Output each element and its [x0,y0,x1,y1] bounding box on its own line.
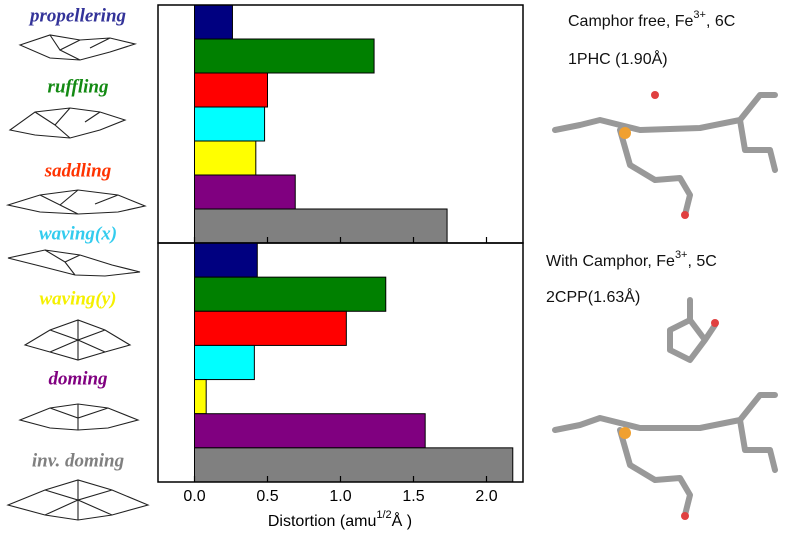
annotation: 1PHC (1.90Å) [568,49,668,68]
bar [194,38,375,74]
bar [194,140,257,176]
bar [194,310,347,346]
bar [194,106,266,142]
mode-label: doming [48,368,107,389]
atom [681,211,689,219]
text-part: 2CPP(1.63Å) [546,287,640,306]
sketch [6,479,150,521]
atom [681,512,689,520]
mode-label: saddling [44,160,112,181]
annotation: With Camphor, Fe3+, 5C [546,249,717,270]
bond [667,297,718,363]
bar [194,4,233,40]
x-tick-label: 0.5 [256,488,278,505]
mode-label: inv. doming [32,450,124,471]
text-part: Å ) [392,511,412,530]
annotation: Distortion (amu1/2Å ) [268,509,412,530]
mode-label: waving(x) [39,223,117,244]
molecule-bottom [552,297,778,520]
mode-label: waving(y) [39,288,116,309]
bar [194,447,514,483]
molecule-top [552,91,778,219]
atom [619,127,631,139]
atom [651,91,659,99]
bond [617,427,693,518]
porphyrin-sketches [5,34,150,521]
x-tick-label: 2.0 [475,488,497,505]
sketch [8,107,127,139]
text-part: Distortion (amu [268,513,376,530]
annotation: Camphor free, Fe3+, 6C [568,9,735,30]
superscript: 1/2 [376,509,391,521]
bar [194,276,387,312]
text-part: , 6C [706,13,735,30]
sketch [23,319,132,361]
atom [619,427,631,439]
bar [194,344,255,381]
bond [552,92,778,173]
text-part: With Camphor, Fe [546,253,675,270]
plot-frame [157,242,524,483]
bar [194,208,448,244]
annotation: 2CPP(1.63Å) [546,287,640,306]
sketch [18,34,138,61]
mode-label: ruffling [48,76,109,97]
text-part: , 5C [687,253,716,270]
superscript: 3+ [693,9,706,21]
bar [194,413,426,449]
bar [194,174,296,210]
atom [711,319,719,327]
bar [194,242,258,278]
text-part: 1PHC (1.90Å) [568,49,668,68]
bond [617,127,693,218]
sketch [7,249,141,277]
bar [194,72,268,108]
mode-label: propellering [28,5,126,26]
sketch [18,403,140,431]
bar [194,379,207,415]
x-tick-label: 1.0 [329,488,351,505]
x-tick-label: 1.5 [402,488,424,505]
bond [552,392,778,473]
sketch [5,189,147,215]
text-part: Camphor free, Fe [568,13,693,30]
x-tick-label: 0.0 [183,488,205,505]
superscript: 3+ [675,249,688,261]
